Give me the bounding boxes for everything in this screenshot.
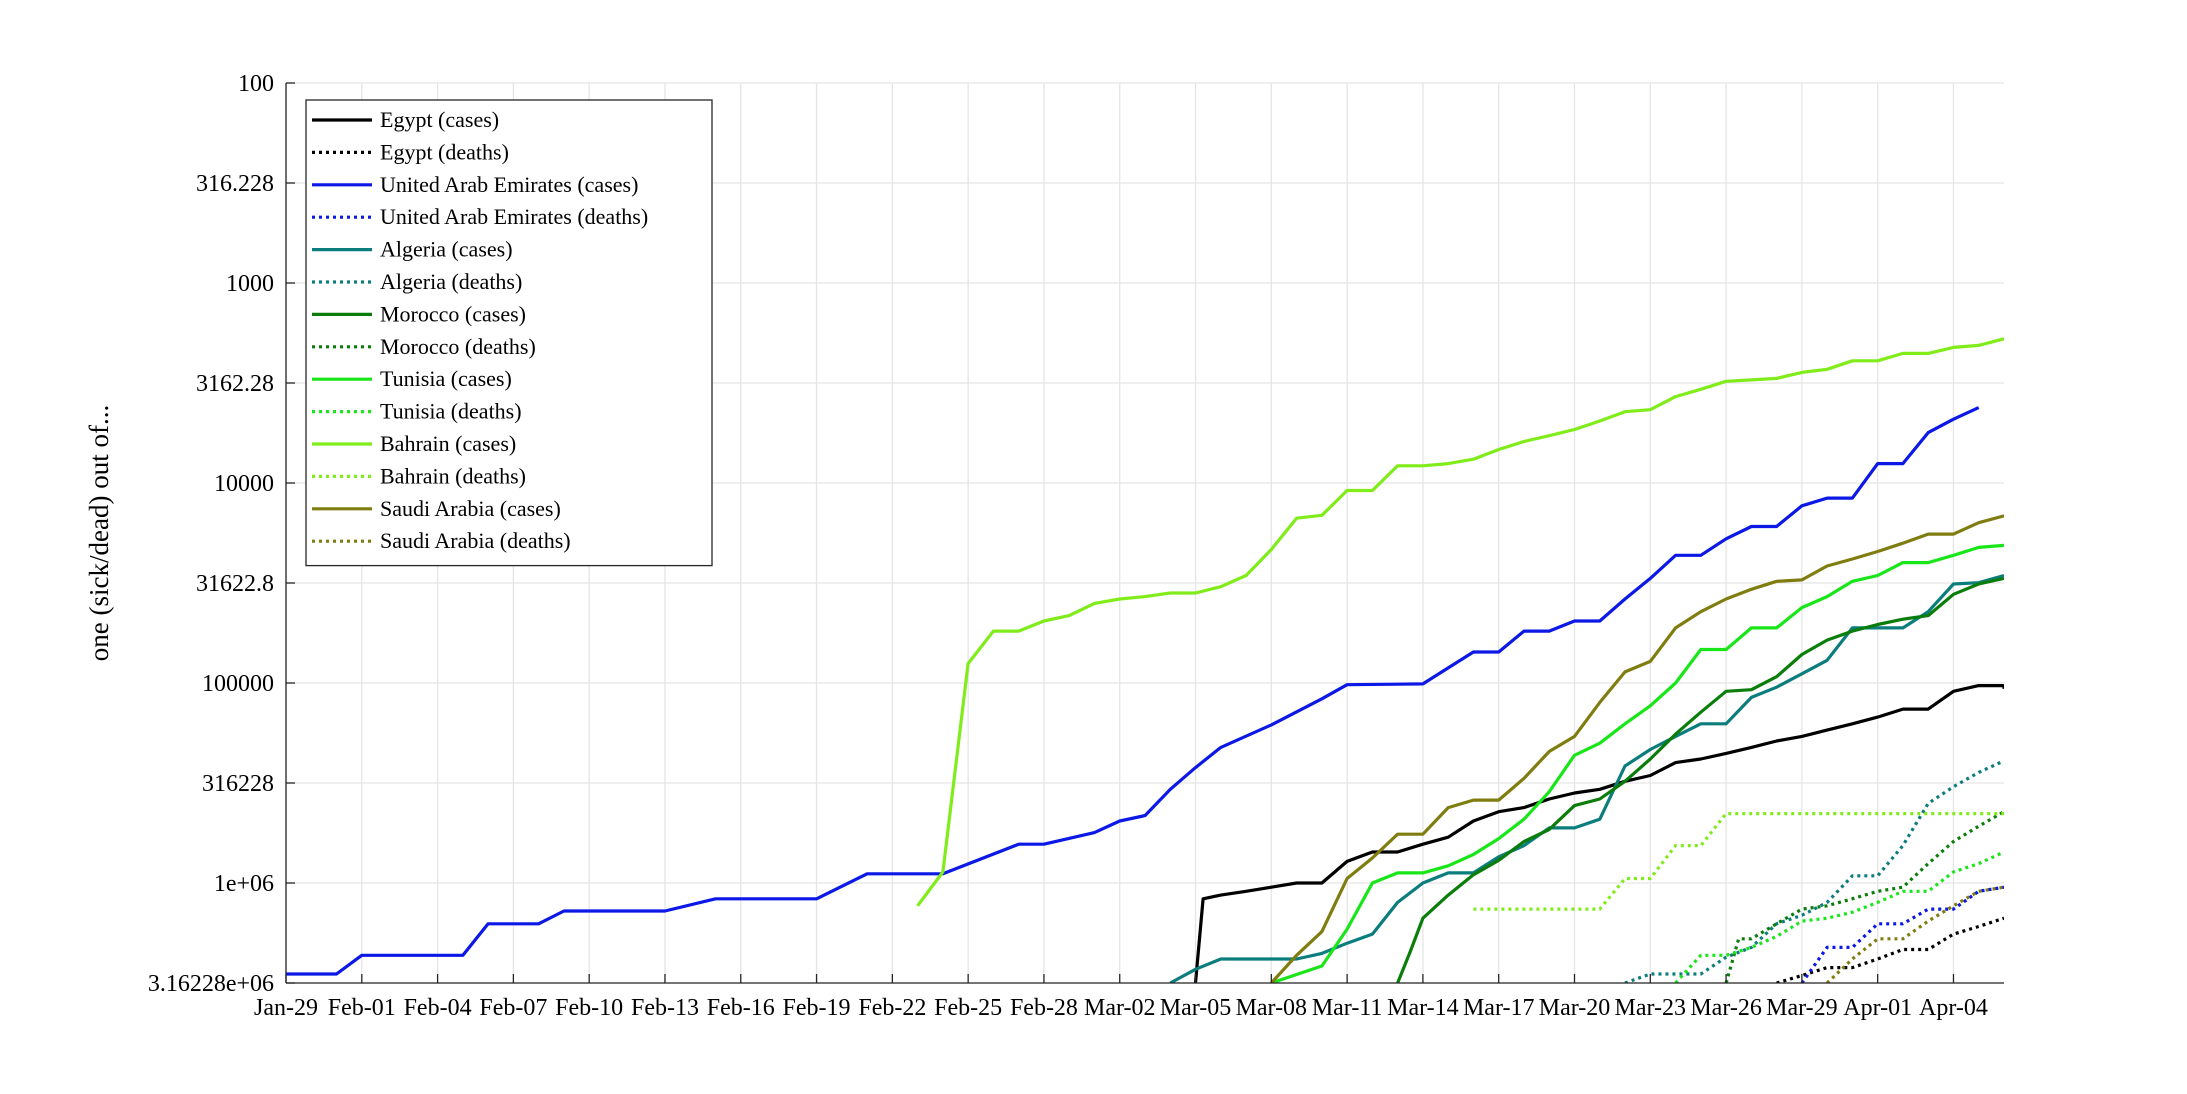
y-tick-label: 100 [238,71,274,97]
x-tick-label: Mar-11 [1312,995,1383,1021]
legend-entry-label: Morocco (cases) [380,301,526,326]
x-tick-label: Feb-16 [707,995,775,1021]
x-tick-label: Feb-13 [631,995,699,1021]
series-line-tunisia-deaths [1674,850,2004,983]
series-line-algeria-cases [1169,573,2004,983]
legend-entry-label: United Arab Emirates (cases) [380,172,638,197]
x-tick-label: Feb-28 [1010,995,1078,1021]
series-line-united-arab-emirates-deaths [1800,885,2004,983]
series-line-tunisia-cases [1270,543,2004,983]
legend-entry-label: Bahrain (deaths) [380,463,526,488]
legend-entry-label: Bahrain (cases) [380,431,516,456]
x-tick-label: Mar-29 [1766,995,1838,1021]
y-tick-label: 1000 [226,271,274,297]
series-line-egypt-deaths [1776,916,2004,983]
x-tick-label: Mar-14 [1387,995,1459,1021]
y-tick-label: 3.16228e+06 [148,971,274,997]
x-tick-label: Feb-10 [555,995,623,1021]
x-tick-label: Feb-01 [328,995,396,1021]
series-line-egypt-cases [1193,683,2004,983]
x-tick-label: Feb-19 [783,995,851,1021]
legend-entry-label: Morocco (deaths) [380,334,536,359]
legend-box [305,99,713,567]
y-tick-label: 31622.8 [196,571,274,597]
series-line-bahrain-deaths [1473,811,2004,911]
legend-entry-label: United Arab Emirates (deaths) [380,204,648,229]
legend-entry-label: Algeria (cases) [380,237,513,262]
x-tick-label: Mar-05 [1160,995,1232,1021]
legend-entry-label: Saudi Arabia (cases) [380,496,561,521]
series-line-bahrain-cases [916,337,2004,907]
x-tick-label: Feb-22 [858,995,926,1021]
y-axis-label: one (sick/dead) out of... [84,405,114,661]
y-tick-label: 316228 [202,771,274,797]
y-tick-label: 100000 [202,671,274,697]
x-tick-label: Feb-25 [934,995,1002,1021]
legend-entry-label: Tunisia (cases) [380,366,512,391]
y-tick-label: 1e+06 [214,871,274,897]
series-lines [286,337,2004,983]
x-tick-label: Mar-26 [1690,995,1762,1021]
legend-entry-label: Egypt (cases) [380,107,499,132]
y-tick-label: 316.228 [196,171,274,197]
tick-labels: Jan-29 Feb-01 Feb-04 Feb-07 Feb-10 Feb-13 Feb-… [148,71,1988,1021]
series-line-morocco-cases [1396,576,2004,983]
y-tick-label: 10000 [214,471,274,497]
x-tick-label: Feb-04 [404,995,472,1021]
x-tick-label: Mar-08 [1236,995,1308,1021]
legend-entry-label: Algeria (deaths) [380,269,522,294]
x-tick-label: Feb-07 [479,995,547,1021]
legend-entry-label: Saudi Arabia (deaths) [380,528,571,553]
legend-entry-label: Egypt (deaths) [380,139,509,164]
x-tick-label: Jan-29 [254,995,318,1021]
y-tick-label: 3162.28 [196,371,274,397]
x-tick-label: Mar-23 [1615,995,1687,1021]
legend-entry-label: Tunisia (deaths) [380,399,522,424]
series-line-united-arab-emirates-cases [286,406,1980,976]
x-tick-label: Mar-17 [1463,995,1535,1021]
x-tick-label: Apr-04 [1919,995,1988,1021]
axes [285,82,2004,984]
series-line-morocco-deaths [1724,810,2004,983]
legend: Egypt (cases) Egypt (deaths) United Arab E… [305,99,713,567]
x-tick-label: Apr-01 [1843,995,1912,1021]
x-tick-label: Mar-20 [1539,995,1611,1021]
series-line-saudi-arabia-cases [1270,514,2004,983]
x-tick-label: Mar-02 [1084,995,1156,1021]
series-line-algeria-deaths [1624,759,2004,983]
series-line-saudi-arabia-deaths [1825,885,2004,983]
